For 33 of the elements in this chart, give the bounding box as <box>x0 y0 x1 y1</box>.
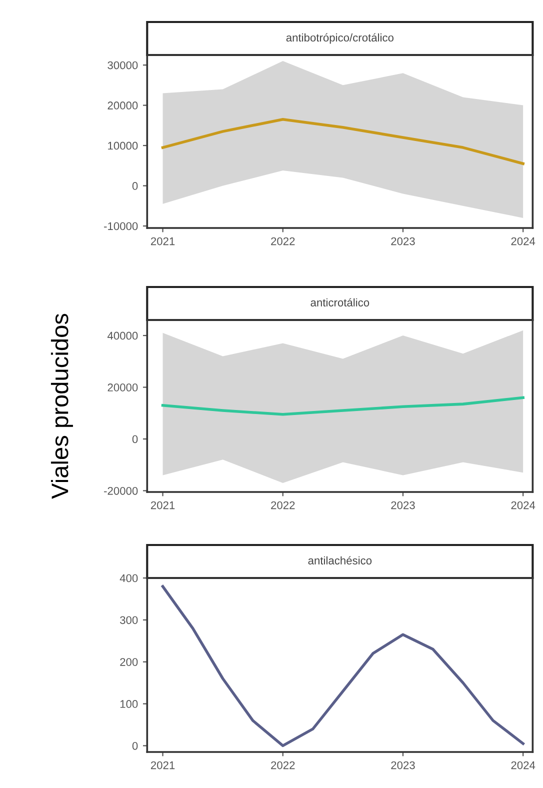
y-tick-label: 0 <box>132 182 138 190</box>
y-tick-label: 40000 <box>107 332 138 340</box>
y-tick-label: 300 <box>120 616 138 624</box>
line-series <box>161 584 524 748</box>
line-series <box>161 118 524 166</box>
y-tick-label: 10000 <box>108 142 138 150</box>
y-tick-label: -10000 <box>104 222 138 230</box>
y-tick-label: 200 <box>120 658 138 666</box>
y-tick-label: 0 <box>132 435 138 444</box>
x-tick-label: 2024 <box>511 761 536 770</box>
chart-title: antibotrópico/crotálico <box>286 33 394 44</box>
x-tick-label: 2023 <box>391 761 415 770</box>
x-tick-label: 2021 <box>150 501 175 510</box>
x-tick-label: 2022 <box>271 237 295 246</box>
y-tick-label: 30000 <box>108 61 138 70</box>
x-tick-label: 2022 <box>271 761 295 770</box>
y-tick-label: 0 <box>132 742 138 750</box>
x-tick-label: 2024 <box>511 237 536 246</box>
y-tick-label: -20000 <box>104 486 138 495</box>
y-tick-label: 400 <box>120 574 138 582</box>
x-tick-label: 2023 <box>391 501 415 510</box>
x-tick-label: 2023 <box>391 237 415 246</box>
x-tick-label: 2022 <box>271 501 295 510</box>
x-tick-label: 2021 <box>150 761 175 770</box>
y-tick-label: 20000 <box>108 102 138 110</box>
x-tick-label: 2024 <box>511 501 536 510</box>
x-tick-label: 2021 <box>150 237 175 246</box>
line-series <box>161 396 524 416</box>
chart-title: anticrotálico <box>310 298 370 306</box>
chart-title: antilachésico <box>308 556 372 564</box>
y-axis-title: Viales producidos <box>50 314 73 499</box>
y-tick-label: 20000 <box>108 384 138 392</box>
y-tick-label: 100 <box>120 700 138 708</box>
